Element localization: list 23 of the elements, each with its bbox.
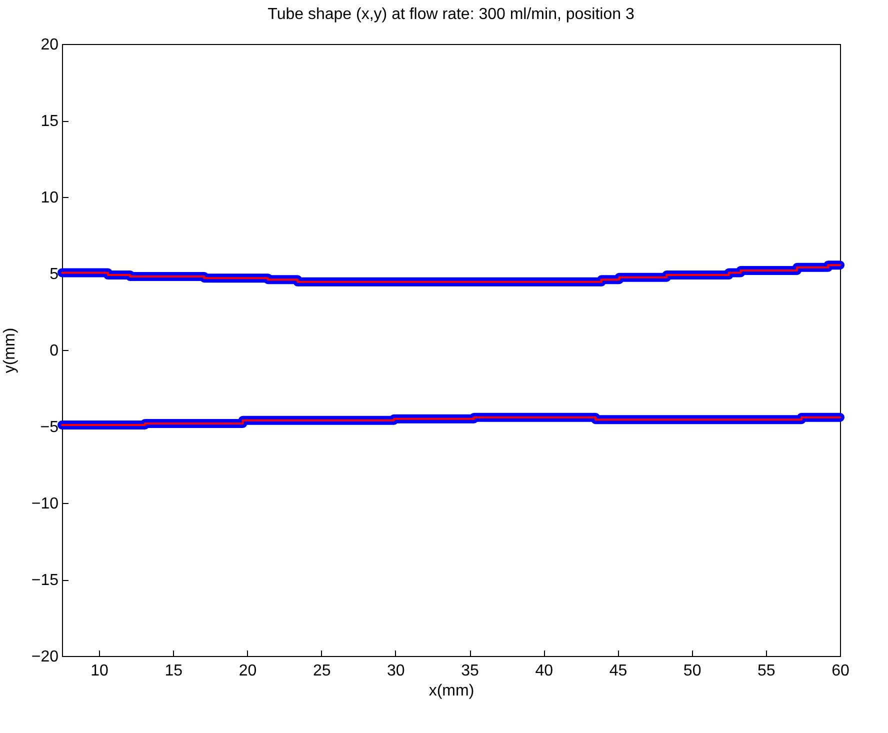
x-tick-label: 10	[90, 662, 109, 680]
y-tick-label: 20	[40, 36, 59, 54]
x-tick-label: 35	[461, 662, 480, 680]
x-tick-label: 50	[683, 662, 702, 680]
x-tick-label: 20	[238, 662, 257, 680]
y-tick-label: −15	[31, 572, 59, 589]
chart-title: Tube shape (x,y) at flow rate: 300 ml/min, position 3	[268, 6, 634, 23]
x-axis-title: x(mm)	[428, 682, 474, 700]
y-tick-label: −10	[31, 496, 59, 512]
x-tick-label: 40	[535, 662, 554, 680]
y-tick-label: 0	[50, 342, 59, 360]
y-tick-label: −20	[31, 648, 59, 666]
y-axis-title: y(mm)	[1, 328, 18, 374]
y-tick-label: 15	[40, 113, 59, 130]
x-tick-label: 55	[758, 662, 776, 680]
x-tick-label: 30	[387, 662, 405, 680]
x-tick-label: 45	[609, 662, 628, 680]
y-tick-label: 5	[50, 266, 59, 283]
y-tick-label: 10	[40, 190, 59, 206]
x-tick-label: 15	[164, 662, 183, 680]
x-tick-label: 60	[832, 662, 850, 680]
y-tick-label: −5	[40, 419, 59, 436]
x-tick-label: 25	[312, 662, 331, 680]
